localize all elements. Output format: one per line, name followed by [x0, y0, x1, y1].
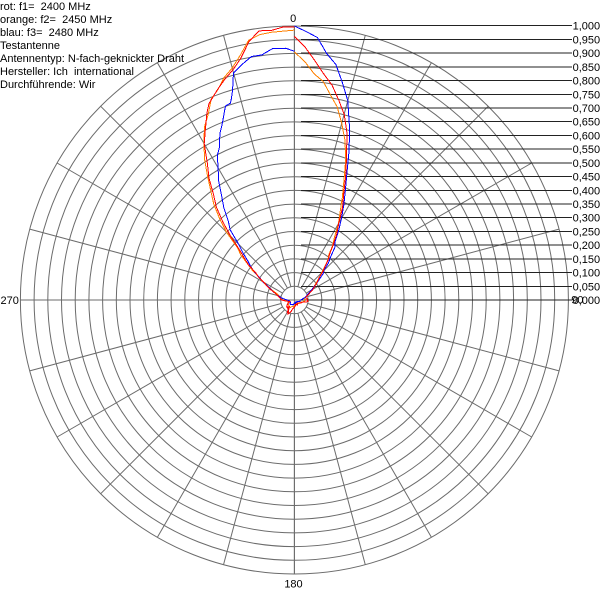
svg-text:0,650: 0,650: [573, 117, 600, 129]
svg-text:0,550: 0,550: [573, 144, 600, 156]
svg-text:0,800: 0,800: [573, 76, 600, 88]
svg-text:0,600: 0,600: [573, 130, 600, 142]
svg-text:0,200: 0,200: [573, 240, 600, 252]
svg-text:90: 90: [571, 295, 583, 307]
svg-text:0,900: 0,900: [573, 48, 600, 60]
svg-text:270: 270: [1, 295, 19, 307]
svg-text:0,500: 0,500: [573, 158, 600, 170]
svg-text:0,950: 0,950: [573, 34, 600, 46]
svg-text:0,300: 0,300: [573, 213, 600, 225]
svg-text:0,750: 0,750: [573, 89, 600, 101]
svg-text:0,150: 0,150: [573, 254, 600, 266]
svg-text:0,400: 0,400: [573, 185, 600, 197]
svg-text:180: 180: [284, 579, 302, 589]
svg-text:0,050: 0,050: [573, 281, 600, 293]
svg-text:0,850: 0,850: [573, 62, 600, 74]
svg-text:0,450: 0,450: [573, 172, 600, 184]
svg-text:0,250: 0,250: [573, 226, 600, 238]
svg-text:1,000: 1,000: [573, 21, 600, 33]
svg-text:0,350: 0,350: [573, 199, 600, 211]
svg-text:0,100: 0,100: [573, 268, 600, 280]
svg-text:0: 0: [290, 13, 296, 25]
svg-text:0,000: 0,000: [573, 295, 600, 307]
svg-text:0,700: 0,700: [573, 103, 600, 115]
